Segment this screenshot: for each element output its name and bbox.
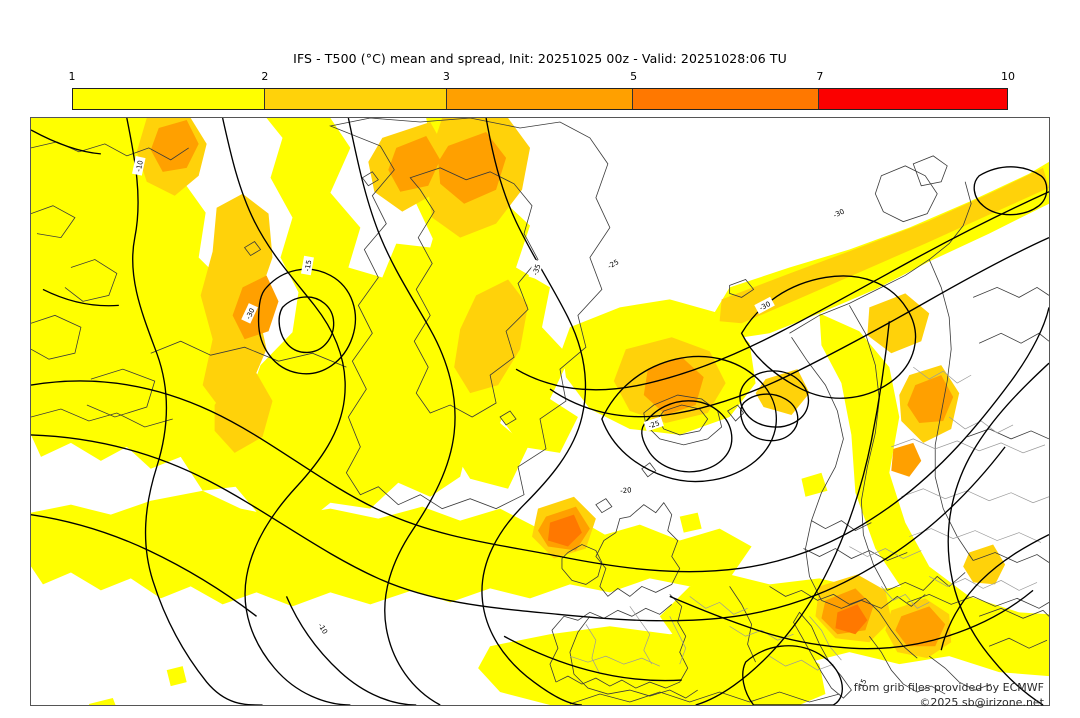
chart-title: IFS - T500 (°C) mean and spread, Init: 2… — [293, 51, 787, 66]
colorbar-segment-7-10 — [819, 89, 1007, 109]
contour-label-1: -15 — [304, 259, 314, 272]
contour-label-7: -20 — [620, 486, 632, 495]
contour-lines — [31, 118, 1049, 705]
spread-shading-level3 — [150, 119, 954, 647]
contour-label-2: -35 — [531, 263, 542, 276]
map-canvas: -10 -15 -35 -30 -25 -25 — [31, 118, 1049, 705]
colorbar-tick-5: 5 — [630, 70, 638, 83]
colorbar-segment-2-3 — [265, 89, 447, 109]
contour-label-5: -25 — [647, 419, 660, 430]
forecast-map[interactable]: -10 -15 -35 -30 -25 -25 — [30, 117, 1050, 706]
colorbar-tick-3: 3 — [442, 70, 450, 83]
contour-label-0: -10 — [135, 160, 145, 173]
colorbar-tick-1: 1 — [68, 70, 76, 83]
colorbar-tick-labels: 1 2 3 5 7 10 — [68, 69, 1016, 85]
colorbar-segment-3-5 — [446, 89, 634, 109]
coastlines — [31, 118, 1049, 705]
colorbar-tick-2: 2 — [261, 70, 269, 83]
colorbar-segment-5-7 — [633, 89, 820, 109]
colorbar-tick-10: 10 — [1001, 70, 1015, 83]
colorbar-tick-7: 7 — [816, 70, 824, 83]
colorbar-segment-1-2 — [73, 89, 266, 109]
spread-shading-level4 — [547, 514, 868, 635]
colorbar — [72, 88, 1008, 110]
